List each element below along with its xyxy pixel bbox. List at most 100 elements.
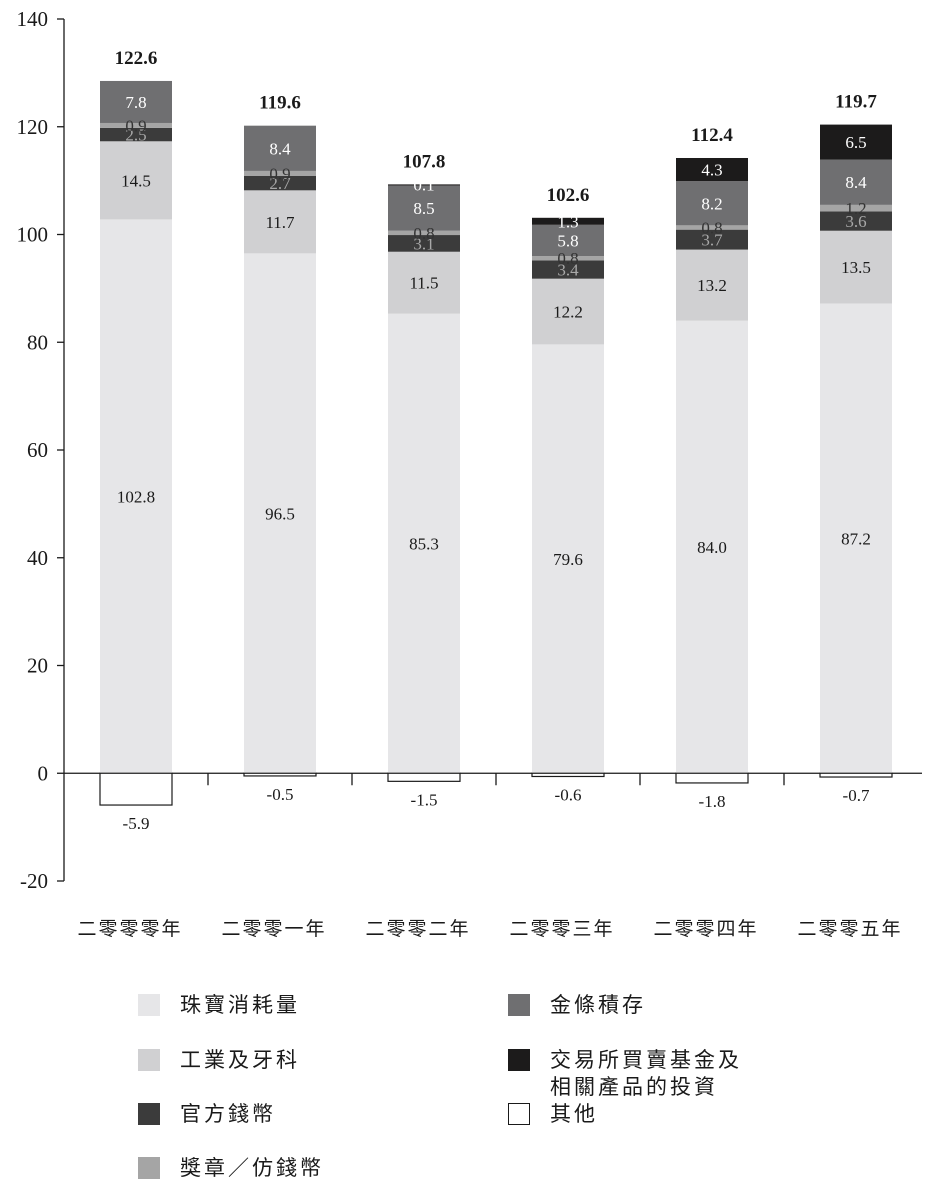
bar-segment <box>820 204 892 212</box>
bar-segment <box>100 122 172 128</box>
data-label: 8.4 <box>845 173 867 192</box>
legend-label: 交易所買賣基金及 相關產品的投資 <box>550 1048 742 1099</box>
data-label: 0.9 <box>269 164 290 183</box>
bar-segment <box>820 211 892 231</box>
bar-segment <box>243 772 317 777</box>
legend-item: 珠寶消耗量 <box>138 992 300 1019</box>
bar-segment <box>820 124 892 160</box>
y-tick-label: 140 <box>17 7 49 31</box>
data-label: -0.7 <box>843 786 870 805</box>
bar-segment <box>388 313 460 774</box>
total-label: 107.8 <box>403 151 446 172</box>
data-label: 8.4 <box>269 139 291 158</box>
data-label: -1.8 <box>699 792 726 811</box>
data-label: 8.2 <box>701 194 722 213</box>
data-label: 3.4 <box>557 261 579 280</box>
legend-swatch <box>508 1103 530 1125</box>
y-axis: -20 0 20 40 60 80 100 120 140 <box>17 7 65 893</box>
data-label: 84.0 <box>697 538 727 557</box>
legend-label: 官方錢幣 <box>180 1102 276 1126</box>
data-label: -1.5 <box>411 790 438 809</box>
data-label: 11.5 <box>409 274 438 293</box>
legend-label: 其他 <box>550 1102 598 1126</box>
bar-segment <box>244 253 316 774</box>
data-label: 14.5 <box>121 171 151 190</box>
bar-segment <box>100 219 172 774</box>
data-label: 2.5 <box>125 126 146 145</box>
bar-segment <box>100 127 172 142</box>
bar-segment <box>820 230 892 304</box>
data-label: 0.8 <box>413 224 434 243</box>
data-label: -0.6 <box>555 785 582 804</box>
bar-segment <box>388 184 460 186</box>
data-label: 8.5 <box>413 199 434 218</box>
bar-segment <box>532 217 604 225</box>
bar-segment <box>676 249 748 321</box>
legend-label: 獎章／仿錢幣 <box>180 1156 324 1180</box>
bar-segment <box>676 229 748 250</box>
y-tick-label: 100 <box>17 223 49 247</box>
legend-label: 金條積存 <box>550 993 646 1017</box>
data-label: 13.5 <box>841 258 871 277</box>
data-label: 12.2 <box>553 303 583 322</box>
bar-segment <box>820 303 892 774</box>
legend-item: 官方錢幣 <box>138 1101 276 1128</box>
data-label: 2.7 <box>269 174 291 193</box>
bar-segment <box>244 170 316 176</box>
bar-segment <box>532 278 604 345</box>
x-axis: 二零零零年 二零零一年 二零零二年 二零零三年 二零零四年 二零零五年 <box>64 772 922 940</box>
data-label: 0.8 <box>701 218 722 237</box>
y-tick-label: 120 <box>17 115 49 139</box>
bar-segment <box>819 772 893 778</box>
bar-segment <box>676 225 748 230</box>
data-label: 1.3 <box>557 212 578 231</box>
data-label: 87.2 <box>841 529 871 548</box>
data-label: 11.7 <box>265 213 295 232</box>
bar-segment <box>388 235 460 252</box>
total-label: 122.6 <box>115 48 158 69</box>
legend-swatch <box>138 1103 160 1125</box>
legend-label: 珠寶消耗量 <box>180 993 300 1017</box>
x-tick-label: 二零零一年 <box>221 918 326 940</box>
y-tick-label: 80 <box>27 330 48 354</box>
bar-segment <box>100 141 172 220</box>
bar-stacks <box>99 80 893 806</box>
bar-segment <box>388 184 460 231</box>
data-label: 0.9 <box>125 116 146 135</box>
data-label: 1.2 <box>845 199 866 218</box>
data-label: 4.3 <box>701 161 722 180</box>
data-label: 3.1 <box>413 234 434 253</box>
total-label: 119.7 <box>835 92 877 113</box>
bar-segment <box>676 320 748 774</box>
bar-segment <box>532 224 604 257</box>
y-tick-label: -20 <box>20 869 48 893</box>
bar-segment <box>244 190 316 254</box>
y-tick-label: 0 <box>38 761 49 785</box>
legend-item: 交易所買賣基金及 相關產品的投資 <box>508 1047 742 1101</box>
data-label: 102.8 <box>117 487 155 506</box>
data-label: 13.2 <box>697 276 727 295</box>
x-tick-label: 二零零零年 <box>77 918 182 940</box>
data-label: -0.5 <box>267 785 294 804</box>
bar-segment <box>676 157 748 182</box>
y-tick-label: 40 <box>27 546 48 570</box>
x-tick-label: 二零零四年 <box>653 918 758 940</box>
bar-segment <box>99 772 173 806</box>
x-tick-label: 二零零三年 <box>509 918 614 940</box>
x-tick-label: 二零零二年 <box>365 918 470 940</box>
bar-segment <box>675 772 749 784</box>
bar-segment <box>532 344 604 774</box>
data-label: 85.3 <box>409 534 439 553</box>
data-label: 7.8 <box>125 93 146 112</box>
total-label: 119.6 <box>259 93 301 114</box>
value-labels: 102.814.52.50.97.8-5.9122.696.511.72.70.… <box>115 48 878 833</box>
bar-segment <box>532 260 604 279</box>
data-label: -5.9 <box>123 814 150 833</box>
bar-segment <box>820 159 892 205</box>
legend-item: 獎章／仿錢幣 <box>138 1155 324 1182</box>
data-label: 0.8 <box>557 249 578 268</box>
bar-segment <box>388 230 460 236</box>
legend-item: 金條積存 <box>508 992 646 1019</box>
